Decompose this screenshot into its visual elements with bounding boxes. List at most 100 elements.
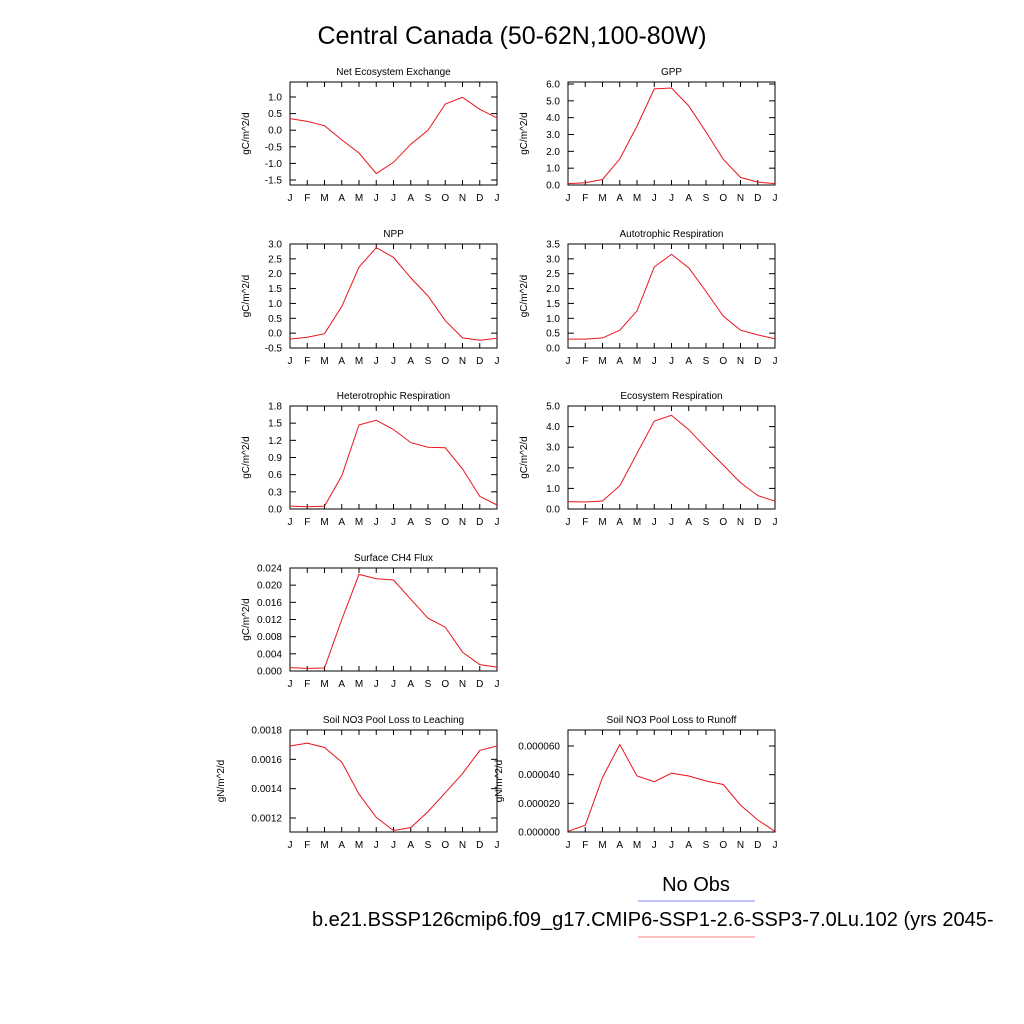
panel-title: NPP [383,229,404,240]
x-tick-label: M [633,356,641,367]
x-tick-label: J [652,840,657,851]
y-tick-label: -0.5 [265,344,283,355]
x-tick-label: N [737,193,744,204]
y-tick-label: 5.0 [546,402,560,413]
series-line [289,246,498,341]
panel-title: Autotrophic Respiration [620,229,724,240]
y-axis-label: gC/m^2/d [241,436,252,479]
x-tick-label: N [737,356,744,367]
y-tick-label: -0.5 [265,142,283,153]
y-tick-label: 4.0 [546,113,560,124]
x-tick-label: F [304,193,310,204]
y-tick-label: -1.0 [265,159,283,170]
x-tick-label: F [582,356,588,367]
x-tick-label: M [320,517,328,528]
x-tick-label: N [737,840,744,851]
series-line [567,743,776,832]
panel-title: Soil NO3 Pool Loss to Runoff [607,715,737,726]
x-tick-label: J [495,840,500,851]
y-axis-label: gC/m^2/d [241,112,252,155]
x-tick-label: F [304,840,310,851]
x-tick-label: F [304,356,310,367]
x-tick-label: D [754,517,761,528]
y-tick-label: 0.0 [268,126,282,137]
y-tick-label: 0.0 [268,505,282,516]
x-tick-label: J [288,356,293,367]
y-tick-label: 0.008 [257,632,282,643]
y-tick-label: 0.0012 [251,814,282,825]
x-tick-label: N [459,193,466,204]
series-line [567,414,776,503]
y-tick-label: 1.5 [546,299,560,310]
y-tick-label: 0.012 [257,615,282,626]
x-tick-label: J [669,840,674,851]
y-tick-label: 0.020 [257,581,282,592]
x-tick-label: S [703,517,710,528]
x-tick-label: N [459,356,466,367]
y-tick-label: 0.0016 [251,755,282,766]
x-tick-label: M [598,356,606,367]
x-tick-label: M [320,679,328,690]
x-tick-label: A [685,193,692,204]
x-tick-label: A [685,840,692,851]
x-tick-label: A [407,840,414,851]
x-tick-label: J [288,193,293,204]
y-tick-label: 1.0 [268,299,282,310]
x-tick-label: M [598,193,606,204]
x-tick-label: J [566,356,571,367]
x-tick-label: J [495,517,500,528]
y-tick-label: 0.0 [546,505,560,516]
series-line [289,96,498,175]
x-tick-label: D [476,517,483,528]
x-tick-label: J [652,193,657,204]
y-tick-label: 0.024 [257,564,282,575]
x-tick-label: J [391,679,396,690]
x-tick-label: A [685,356,692,367]
x-tick-label: M [320,356,328,367]
series-line [289,742,498,832]
x-tick-label: M [633,840,641,851]
y-tick-label: 0.0 [546,344,560,355]
x-tick-label: D [476,356,483,367]
x-tick-label: J [288,679,293,690]
y-tick-label: 0.0018 [251,726,282,737]
y-tick-label: 1.5 [268,284,282,295]
x-tick-label: S [425,193,432,204]
x-tick-label: N [737,517,744,528]
x-tick-label: M [355,517,363,528]
y-tick-label: 0.000060 [518,742,560,753]
y-axis-label: gC/m^2/d [519,436,530,479]
panel-title: Heterotrophic Respiration [337,391,450,402]
x-tick-label: A [338,840,345,851]
x-tick-label: F [582,517,588,528]
x-tick-label: A [616,193,623,204]
y-tick-label: 0.000040 [518,770,560,781]
y-tick-label: 0.5 [546,329,560,340]
x-tick-label: J [566,517,571,528]
x-tick-label: O [719,840,727,851]
y-tick-label: 1.5 [268,419,282,430]
plot-frame [289,243,498,349]
x-tick-label: O [441,840,449,851]
y-tick-label: 0.000020 [518,799,560,810]
x-tick-label: D [754,193,761,204]
panel-title: Ecosystem Respiration [620,391,722,402]
x-tick-label: D [754,356,761,367]
x-tick-label: J [374,840,379,851]
x-tick-label: A [616,517,623,528]
y-tick-label: 0.004 [257,649,282,660]
x-tick-label: A [338,517,345,528]
x-tick-label: J [669,517,674,528]
series-line [289,573,498,669]
x-tick-label: J [773,517,778,528]
y-tick-label: 2.0 [546,463,560,474]
x-tick-label: J [288,840,293,851]
x-tick-label: D [754,840,761,851]
x-tick-label: O [719,193,727,204]
x-tick-label: J [374,679,379,690]
y-tick-label: 2.5 [268,254,282,265]
x-tick-label: D [476,193,483,204]
